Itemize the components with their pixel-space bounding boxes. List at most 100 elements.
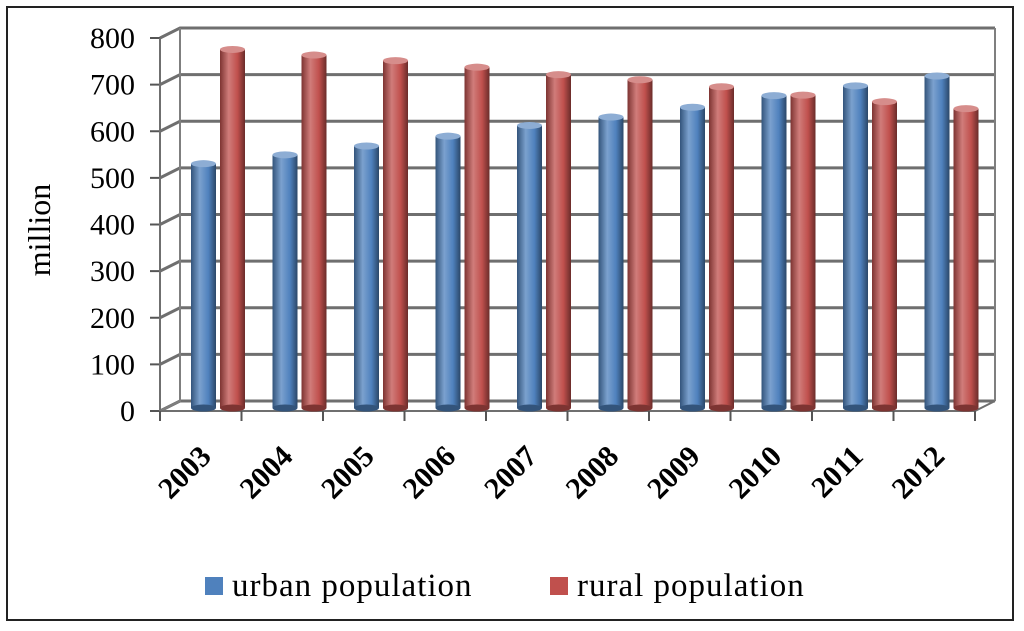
bar xyxy=(680,103,705,412)
legend: urban population rural population xyxy=(205,568,805,604)
bar-top xyxy=(709,83,734,91)
axes xyxy=(150,28,996,421)
bar-base xyxy=(546,404,571,412)
bar-body xyxy=(383,60,408,409)
bar xyxy=(953,105,979,412)
bar xyxy=(464,63,490,412)
bar-base xyxy=(872,404,897,412)
bar-base xyxy=(272,404,298,412)
bar xyxy=(843,82,868,412)
bar-body xyxy=(680,107,705,409)
bar-base xyxy=(435,404,461,412)
bar-body xyxy=(598,117,624,408)
gridline xyxy=(159,73,995,86)
bar-body xyxy=(546,74,571,408)
bar-top xyxy=(354,142,379,150)
bar-top xyxy=(790,91,816,99)
bar-top xyxy=(220,45,245,53)
bar xyxy=(383,57,408,412)
bar-base xyxy=(924,404,950,412)
y-tick-label: 300 xyxy=(90,255,135,288)
x-tick-label: 2005 xyxy=(315,440,381,506)
y-tick-label: 400 xyxy=(90,209,135,242)
bar-base xyxy=(517,404,542,412)
y-tick-label: 200 xyxy=(90,302,135,335)
y-tick-labels: 0 100 200 300 400 500 600 700 800 xyxy=(90,22,135,428)
bar-body xyxy=(435,136,461,408)
bar-body xyxy=(464,67,490,408)
bar-top xyxy=(598,113,624,121)
bar-top xyxy=(680,103,705,111)
bar-body xyxy=(843,85,868,408)
y-tick-label: 0 xyxy=(120,395,135,428)
bar-base xyxy=(383,404,408,412)
bar-body xyxy=(272,154,298,408)
bar xyxy=(761,92,787,412)
bar-base xyxy=(220,404,245,412)
y-tick-label: 600 xyxy=(90,115,135,148)
gridline xyxy=(159,26,995,40)
bar xyxy=(191,160,216,412)
x-tick-label: 2007 xyxy=(478,440,544,506)
bar-body xyxy=(301,55,327,409)
legend-swatch-urban xyxy=(205,577,223,595)
x-tick-label: 2008 xyxy=(559,440,625,506)
x-tick-label: 2011 xyxy=(805,440,870,505)
bar xyxy=(301,51,327,412)
bar-top xyxy=(872,98,897,106)
x-tick-label: 2006 xyxy=(396,440,462,506)
bar xyxy=(435,132,461,412)
bar-base xyxy=(191,404,216,412)
y-axis-label: million xyxy=(21,184,57,276)
bar xyxy=(517,121,542,412)
bar-top xyxy=(546,71,571,79)
bar xyxy=(546,71,571,412)
gridline xyxy=(159,119,995,133)
y-tick-label: 100 xyxy=(90,348,135,381)
bar xyxy=(872,98,897,412)
bar-top xyxy=(272,151,298,159)
x-tick-labels: 2003 2004 2005 2006 2007 2008 2009 2010 2011 2012 xyxy=(152,440,951,506)
bar-top xyxy=(301,51,327,59)
bar xyxy=(272,151,298,412)
bar-base xyxy=(953,404,979,412)
y-tick-label: 700 xyxy=(90,69,135,102)
bar xyxy=(790,91,816,412)
bar-base xyxy=(627,404,653,412)
bar-top xyxy=(383,57,408,65)
x-tick-label: 2012 xyxy=(885,440,951,506)
bar-body xyxy=(761,95,787,409)
bar-top xyxy=(464,63,490,71)
legend-label-urban: urban population xyxy=(232,568,473,604)
bar-body xyxy=(354,145,379,408)
bar-top xyxy=(627,76,653,84)
bar-base xyxy=(790,404,816,412)
bar xyxy=(709,83,734,412)
bar-body xyxy=(191,163,216,408)
bar-base xyxy=(301,404,327,412)
y-tick-label: 500 xyxy=(90,162,135,195)
bar xyxy=(598,113,624,412)
bar-top xyxy=(191,160,216,168)
bar xyxy=(627,76,653,412)
legend-label-rural: rural population xyxy=(577,568,805,604)
bar-top xyxy=(517,121,542,129)
x-tick-label: 2004 xyxy=(233,440,299,506)
bar xyxy=(354,142,379,412)
x-tick-label: 2009 xyxy=(641,440,707,506)
bar-body xyxy=(872,101,897,408)
x-tick-label: 2010 xyxy=(722,440,788,506)
bar-top xyxy=(924,72,950,80)
bar-top xyxy=(435,132,461,140)
bar-base xyxy=(843,404,868,412)
x-tick-label: 2003 xyxy=(152,440,218,506)
bar-base xyxy=(709,404,734,412)
bar-body xyxy=(220,49,245,409)
bar-body xyxy=(709,86,734,408)
side-wall xyxy=(159,28,181,412)
bar-body xyxy=(627,79,653,408)
bar-base xyxy=(598,404,624,412)
bar-body xyxy=(953,108,979,408)
bar-body xyxy=(924,76,950,408)
